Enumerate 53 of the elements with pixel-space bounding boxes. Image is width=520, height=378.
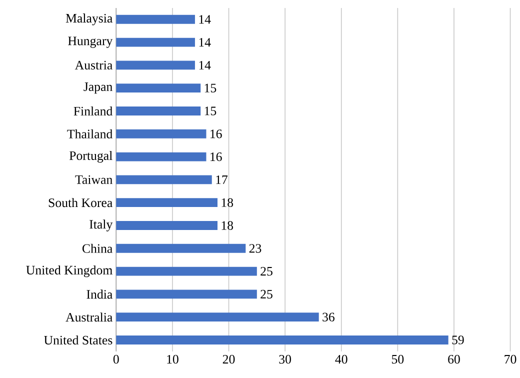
data-label: 14 <box>199 15 211 24</box>
y-tick-label: Austria <box>74 60 112 70</box>
bar <box>116 290 257 299</box>
data-label: 25 <box>260 266 272 276</box>
y-tick-label: United Kingdom <box>26 265 112 278</box>
y-tick-label: China <box>82 244 112 253</box>
bar <box>116 220 218 230</box>
bar <box>116 84 201 92</box>
bar <box>116 175 212 184</box>
y-tick-label: Thailand <box>67 129 113 138</box>
x-tick-label: 40 <box>335 354 348 364</box>
bar <box>116 60 195 70</box>
x-tick-label: 20 <box>222 354 235 364</box>
data-label: 36 <box>322 312 334 322</box>
data-label: 25 <box>260 290 272 298</box>
data-label: 59 <box>452 336 464 344</box>
y-tick-label: Finland <box>74 106 113 116</box>
data-label: 15 <box>204 106 216 116</box>
y-tick-label: Hungary <box>68 36 113 48</box>
y-tick-label: South Korea <box>48 198 112 207</box>
data-label: 16 <box>210 129 222 138</box>
x-tick-label: 30 <box>279 354 292 364</box>
x-tick-label: 0 <box>113 354 119 364</box>
x-tick-label: 60 <box>448 354 460 364</box>
bar <box>116 129 206 138</box>
y-tick-label: United States <box>44 335 112 344</box>
y-tick-label: India <box>86 290 112 299</box>
data-label: 17 <box>216 175 228 184</box>
bar <box>116 244 246 253</box>
y-tick-label: Japan <box>84 82 112 94</box>
y-tick-label: Taiwan <box>75 175 112 184</box>
x-tick-label: 70 <box>504 354 516 364</box>
bar <box>116 312 319 322</box>
bar <box>116 38 195 47</box>
y-tick-label: Malaysia <box>66 13 112 26</box>
y-tick-label: Italy <box>90 220 113 232</box>
data-label: 14 <box>199 60 211 70</box>
x-tick-label: 10 <box>167 354 178 364</box>
data-label: 23 <box>249 244 262 253</box>
data-label: 16 <box>210 152 222 161</box>
bar <box>116 152 206 162</box>
bar <box>116 14 195 24</box>
data-label: 18 <box>222 221 234 230</box>
x-tick-label: 50 <box>392 354 404 364</box>
y-tick-label: Australia <box>66 312 112 322</box>
data-label: 14 <box>199 38 211 46</box>
data-label: 18 <box>222 198 234 207</box>
bar <box>116 335 448 344</box>
bar <box>116 198 218 207</box>
data-label: 15 <box>204 84 216 92</box>
y-tick-label: Portugal <box>69 150 112 163</box>
bar <box>116 266 257 276</box>
bar <box>116 106 201 116</box>
